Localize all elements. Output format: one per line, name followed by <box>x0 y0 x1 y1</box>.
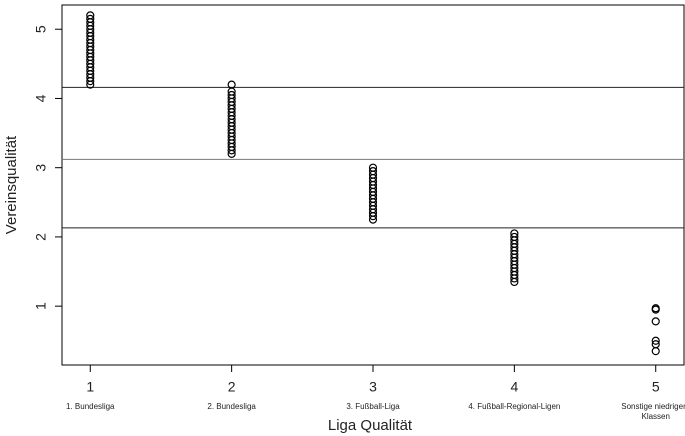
x-tick-label: 5 <box>652 379 660 395</box>
point <box>368 163 378 172</box>
point <box>227 80 236 89</box>
x-tick-label: 1 <box>86 379 94 395</box>
y-axis-label: Vereinsqualität <box>3 135 20 234</box>
x-tick-sublabel: 1. Bundesliga <box>66 402 115 411</box>
point <box>86 14 95 23</box>
point <box>651 317 660 326</box>
x-tick-label: 4 <box>510 379 518 395</box>
x-tick-label: 3 <box>369 379 377 395</box>
point <box>651 347 660 356</box>
point <box>510 232 519 242</box>
point <box>86 11 95 20</box>
point <box>651 340 660 349</box>
y-tick-label: 1 <box>33 302 49 310</box>
x-tick-sublabel: 3. Fußball-Liga <box>346 402 400 411</box>
point <box>368 167 378 176</box>
point <box>651 336 660 345</box>
y-tick-label: 4 <box>33 94 49 102</box>
y-tick-label: 3 <box>33 164 49 172</box>
y-tick-label: 5 <box>33 25 49 33</box>
point <box>651 304 660 313</box>
x-tick-label: 2 <box>228 379 236 395</box>
x-tick-sublabel: 2. Bundesliga <box>207 402 256 411</box>
point <box>227 90 236 100</box>
point <box>510 229 519 238</box>
x-axis-label: Liga Qualität <box>328 417 413 434</box>
y-tick-label: 2 <box>33 233 49 241</box>
x-tick-sublabel: Sonstige niedrigere Klassen <box>621 402 685 421</box>
x-tick-sublabel: 4. Fußball-Regional-Ligen <box>468 402 561 411</box>
